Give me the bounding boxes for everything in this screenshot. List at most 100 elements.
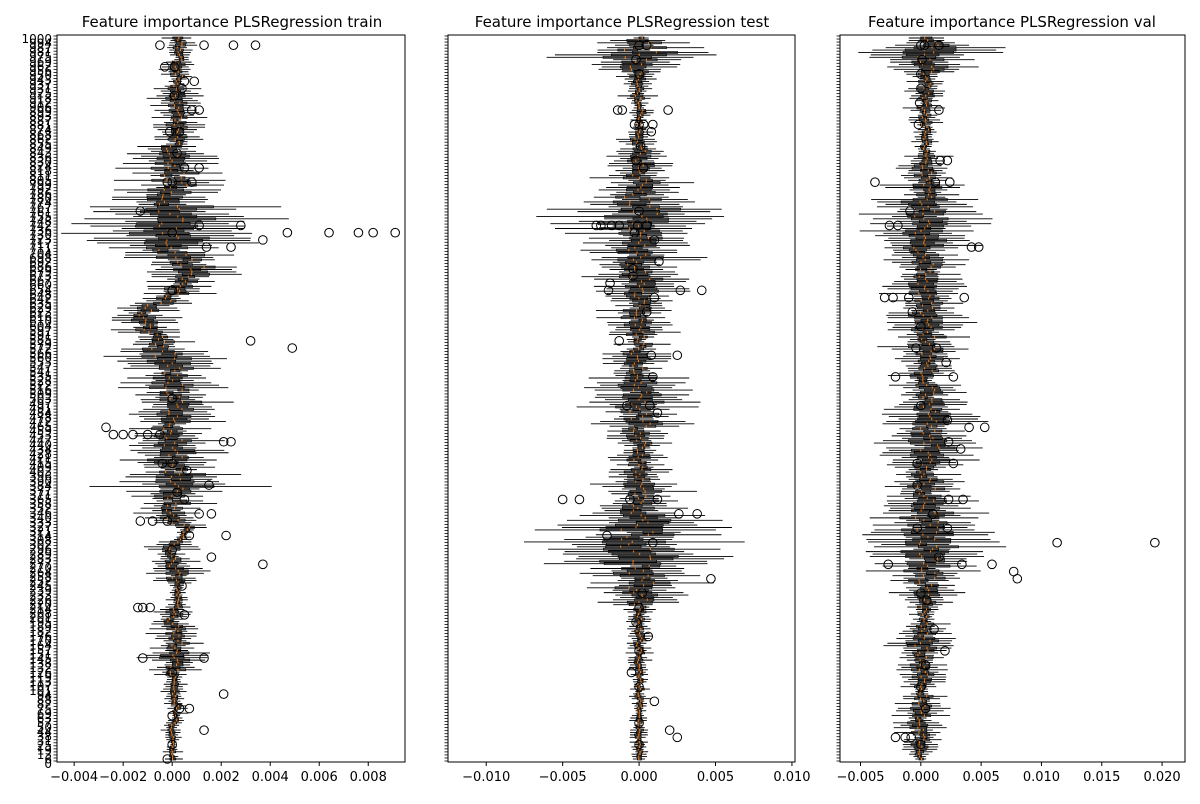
feature-box <box>890 506 971 510</box>
box-iqr <box>604 215 664 218</box>
feature-box <box>631 629 645 633</box>
feature-box <box>622 412 678 416</box>
box-iqr <box>633 70 649 74</box>
feature-box <box>620 350 653 353</box>
box-iqr <box>600 227 652 230</box>
box-iqr <box>131 318 154 322</box>
feature-box <box>629 84 649 88</box>
feature-box <box>536 215 725 218</box>
feature-box <box>629 694 646 698</box>
box-iqr <box>912 183 940 187</box>
box-iqr <box>924 128 932 131</box>
box-iqr <box>169 89 182 93</box>
box-iqr <box>620 509 642 512</box>
outlier-point <box>189 76 200 87</box>
box-iqr <box>626 569 653 573</box>
feature-box <box>613 371 656 375</box>
feature-box <box>905 391 967 394</box>
feature-box <box>621 576 668 580</box>
feature-box <box>874 528 975 532</box>
feature-box <box>176 530 193 534</box>
feature-box <box>169 51 191 54</box>
feature-box <box>912 388 956 392</box>
box-iqr <box>629 497 644 500</box>
outlier-point <box>672 732 683 743</box>
outlier-point <box>199 653 209 663</box>
box-iqr <box>905 543 927 546</box>
box-iqr <box>175 106 184 110</box>
feature-box <box>165 641 204 645</box>
box-iqr <box>634 733 642 737</box>
feature-box <box>630 731 648 734</box>
feature-box <box>919 111 931 115</box>
feature-box <box>908 567 936 570</box>
y-tick-label: 560 <box>29 351 52 365</box>
box-iqr <box>169 745 175 749</box>
outlier-point <box>692 509 702 519</box>
box-iqr <box>172 36 184 40</box>
y-tick-label: 497 <box>29 397 52 411</box>
y-tick-label: 642 <box>29 292 52 306</box>
feature-box <box>143 463 205 467</box>
feature-box <box>162 750 184 754</box>
box-iqr <box>915 207 930 211</box>
box-iqr <box>161 299 177 303</box>
box-iqr <box>920 169 935 172</box>
box-iqr <box>157 441 187 445</box>
feature-box <box>579 571 685 575</box>
box-iqr <box>909 726 928 730</box>
y-tick-label: 893 <box>29 110 52 124</box>
feature-box <box>138 441 206 445</box>
box-iqr <box>138 321 158 324</box>
y-tick-label: 937 <box>29 78 52 92</box>
feature-box <box>151 275 210 279</box>
box-iqr <box>620 386 653 389</box>
feature-box <box>905 639 953 643</box>
feature-box <box>626 620 651 623</box>
box-iqr <box>922 297 940 300</box>
box-iqr <box>618 518 672 522</box>
y-tick-label: 264 <box>29 565 52 579</box>
box-iqr <box>907 439 948 443</box>
feature-box <box>613 359 668 363</box>
feature-box <box>877 200 957 204</box>
feature-box <box>126 489 223 493</box>
box-iqr <box>919 403 945 406</box>
feature-box <box>865 569 981 573</box>
feature-box <box>579 514 706 517</box>
box-iqr <box>629 400 665 404</box>
box-iqr <box>623 482 655 486</box>
box-iqr <box>637 446 646 450</box>
box-iqr <box>168 637 182 640</box>
box-iqr <box>153 434 180 438</box>
box-iqr <box>900 550 949 553</box>
box-iqr <box>922 610 929 614</box>
feature-box <box>914 444 961 447</box>
feature-box <box>887 316 970 320</box>
feature-box <box>166 388 199 392</box>
feature-box <box>113 188 221 192</box>
box-iqr <box>633 441 653 445</box>
box-iqr <box>635 663 642 667</box>
feature-box <box>908 87 938 90</box>
feature-box <box>629 735 646 739</box>
feature-box <box>626 96 651 100</box>
feature-box <box>629 301 662 305</box>
feature-box <box>635 670 646 674</box>
box-iqr <box>155 475 193 479</box>
feature-box <box>132 342 174 346</box>
feature-box <box>908 468 939 471</box>
feature-box <box>606 287 690 291</box>
y-tick-label: 13 <box>37 748 52 762</box>
feature-box <box>903 697 941 701</box>
feature-box <box>906 658 933 662</box>
outlier-point <box>174 703 185 714</box>
box-iqr <box>632 147 648 151</box>
outlier-point <box>194 220 204 231</box>
feature-box <box>892 260 946 264</box>
outlier-point <box>167 667 177 678</box>
box-iqr <box>605 526 663 529</box>
feature-box <box>595 309 672 312</box>
y-tick-label: 623 <box>29 306 52 320</box>
y-tick-label: 308 <box>29 534 52 548</box>
